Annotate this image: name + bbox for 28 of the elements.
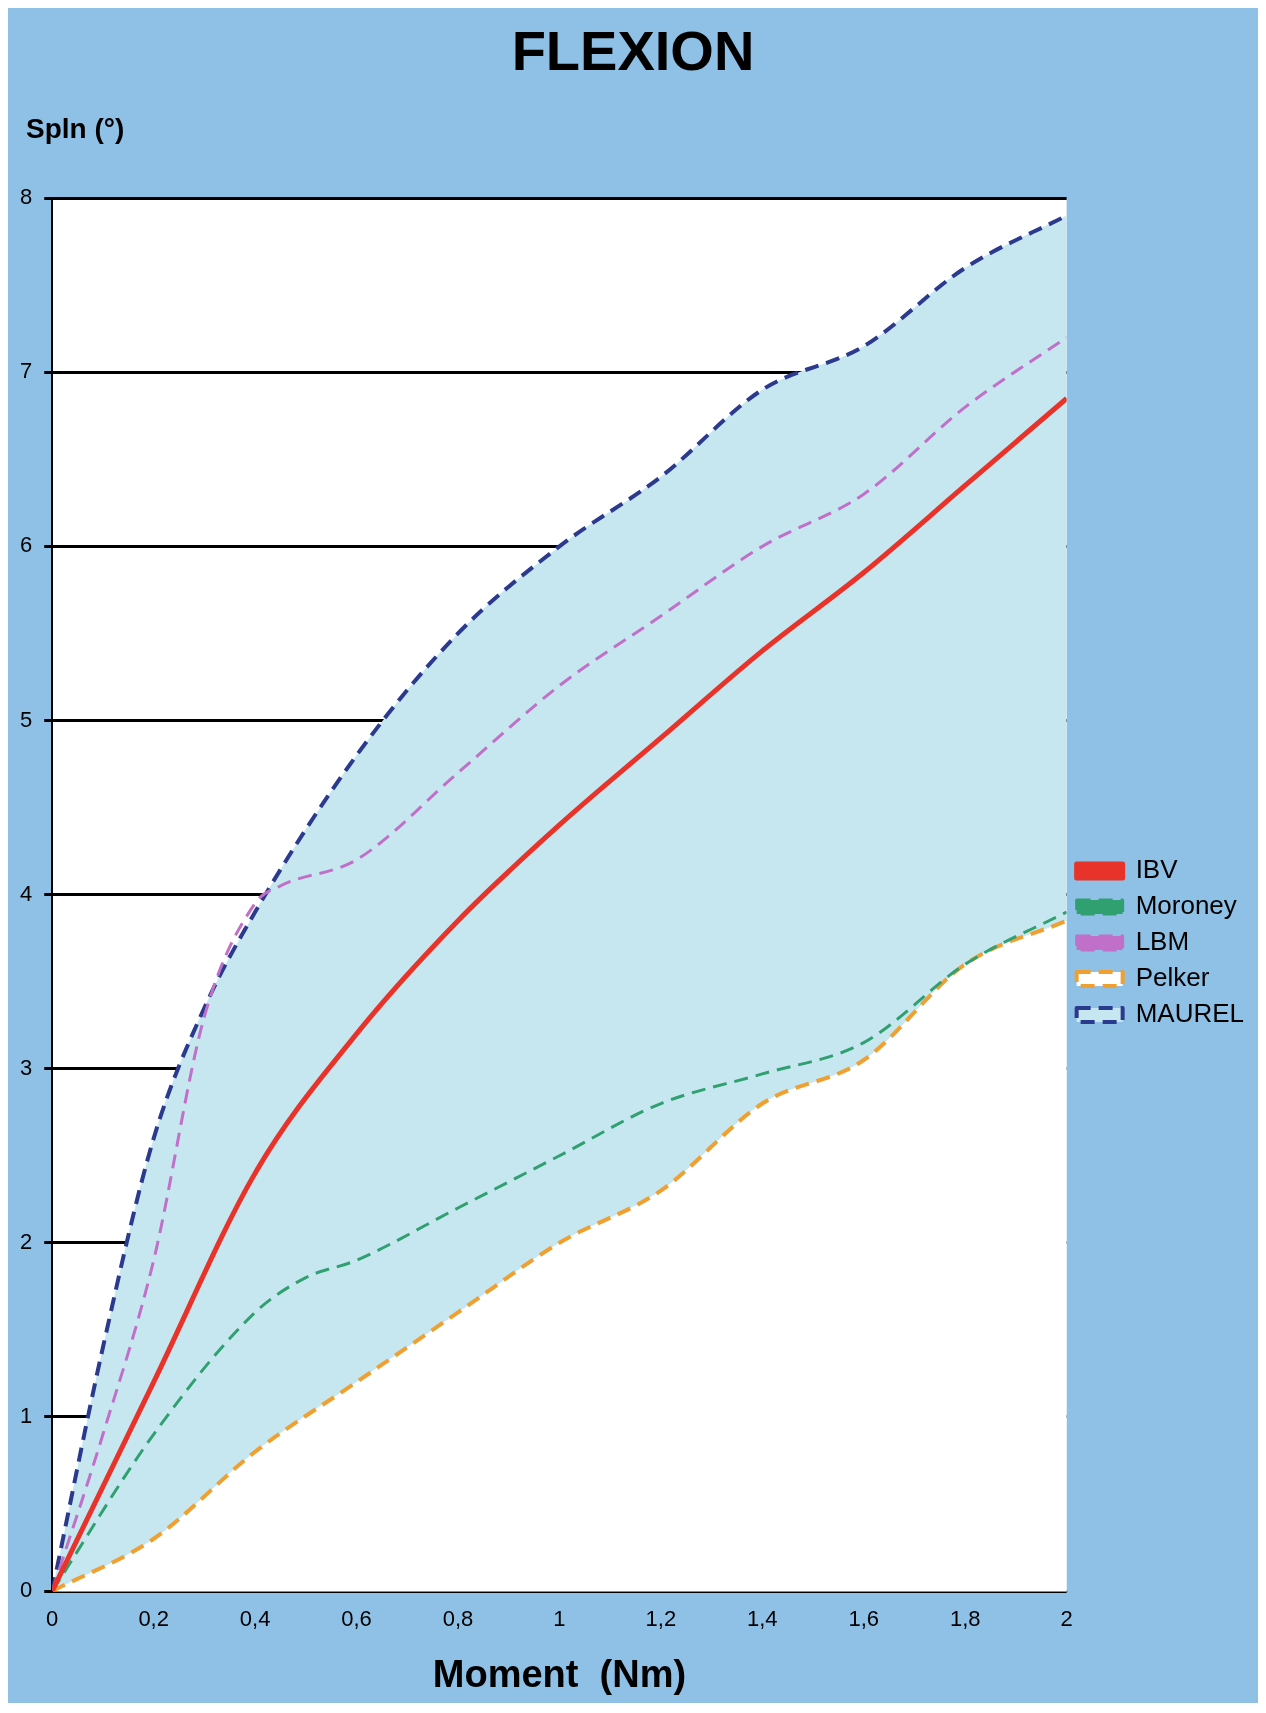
legend-label: LBM	[1135, 926, 1190, 957]
y-tick-label: 1	[19, 1402, 33, 1428]
y-tick-label: 3	[19, 1054, 33, 1080]
legend-label: IBV	[1135, 854, 1179, 885]
x-tick-label: 1,2	[645, 1606, 677, 1632]
legend-label: Pelker	[1135, 962, 1210, 993]
y-tick-label: 4	[19, 880, 33, 906]
x-tick-label: 0,8	[442, 1606, 474, 1632]
x-tick-label: 1,4	[747, 1606, 778, 1632]
x-tick-label: 0,6	[341, 1606, 372, 1632]
y-tick-label: 7	[19, 358, 33, 384]
chart-title: FLEXION	[510, 18, 756, 83]
legend-label: MAUREL	[1135, 998, 1244, 1029]
y-tick-label: 2	[19, 1228, 33, 1254]
x-tick-label: 0	[46, 1606, 59, 1632]
y-tick-label: 8	[19, 184, 33, 210]
y-tick-label: 5	[19, 706, 33, 732]
legend-label: Moroney	[1135, 890, 1237, 921]
x-tick-label: 1	[553, 1606, 566, 1632]
y-axis-title: Spln (°)	[25, 112, 126, 146]
x-tick-label: 1,8	[949, 1606, 981, 1632]
y-tick-label: 6	[19, 532, 33, 558]
x-tick-label: 2	[1060, 1606, 1073, 1632]
y-tick-label: 0	[19, 1577, 33, 1603]
x-axis-title: Moment (Nm)	[432, 1652, 687, 1695]
x-tick-label: 1,6	[848, 1606, 880, 1632]
x-tick-label: 0,2	[138, 1606, 169, 1632]
x-tick-label: 0,4	[239, 1606, 271, 1632]
